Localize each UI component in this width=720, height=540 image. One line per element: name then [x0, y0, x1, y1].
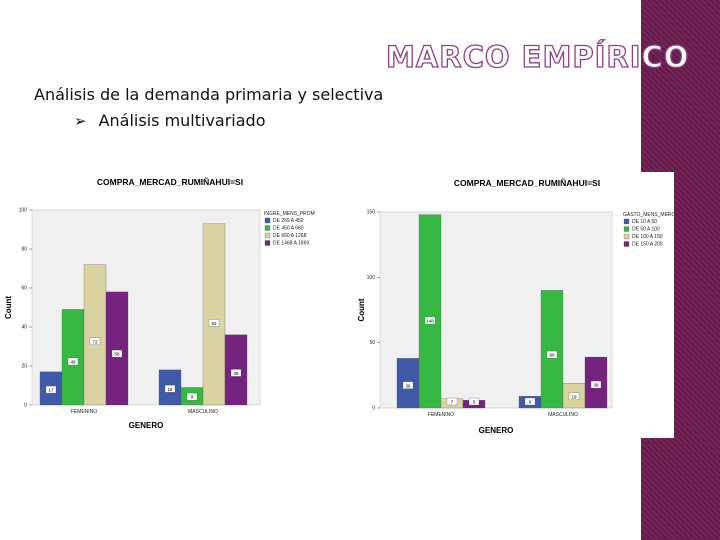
chart-1-data-label-box [89, 337, 101, 345]
chart-2-legend-label: DE 50 A 100 [632, 227, 660, 233]
arrow-bullet-icon: ➢ [74, 112, 87, 130]
slide-subtitle: Análisis de la demanda primaria y select… [34, 85, 384, 104]
chart-2-data-label: 9 [529, 400, 532, 405]
chart-2-data-label: 148 [426, 319, 434, 324]
chart-1-data-label: 36 [233, 371, 239, 376]
chart-2-data-label-box [424, 316, 436, 325]
chart-2-data-label: 90 [549, 353, 555, 358]
chart-1-y-tick-label: 40 [21, 325, 27, 331]
chart-1-y-tick-label: 20 [21, 364, 27, 370]
chart-2-y-axis-label: Count [357, 298, 366, 321]
bullet-text: Análisis multivariado [98, 111, 266, 130]
chart-2-legend-swatch [623, 218, 630, 225]
chart-1-legend-swatch [264, 232, 271, 239]
chart-2-legend-label: DE 150 A 200 [632, 242, 663, 248]
chart-2-title: COMPRA_MERCAD_RUMIÑAHUI=SI [454, 178, 600, 188]
decorative-sidebar [641, 0, 720, 540]
chart-2-x-axis-label: GENERO [479, 426, 514, 435]
chart-1-data-label: 9 [191, 395, 194, 400]
chart-2-data-label: 6 [473, 400, 476, 405]
chart-2-bar [418, 214, 442, 409]
chart-2-x-tick-label: MASCULINO [548, 412, 578, 418]
chart-1-data-label: 49 [70, 360, 76, 365]
chart-1-y-axis-label: Count [4, 296, 13, 319]
chart-1-data-label-box [164, 385, 176, 393]
chart-2-y-tick-label: 150 [367, 210, 376, 216]
chart-1-legend-label: DE 660 A 1268 [273, 233, 307, 239]
chart-1-data-label: 18 [167, 387, 173, 392]
chart-2-data-label-box [568, 392, 580, 400]
chart-2-data-label-box [446, 397, 458, 406]
chart-1-x-tick-label: FEMENINO [71, 409, 98, 415]
chart-1-data-label-box [230, 369, 242, 377]
chart-1-y-tick-label: 80 [21, 247, 27, 253]
chart-1-x-axis-label: GENERO [129, 421, 164, 430]
chart-income-by-gender: COMPRA_MERCAD_RUMIÑAHUI=SI 0 20 40 60 80 100 Co… [0, 170, 345, 435]
chart-2-y-tick-label: 50 [369, 340, 375, 346]
chart-1-y-tick-label: 100 [19, 208, 28, 214]
chart-1-legend-swatch [264, 225, 271, 231]
chart-2-data-label-box [590, 380, 602, 389]
chart-1-y-tick-label: 0 [24, 403, 27, 409]
chart-1-bar [83, 264, 107, 406]
chart-2-data-label: 7 [451, 400, 454, 405]
chart-1-data-label-box [186, 392, 198, 401]
chart-2-data-label-box [402, 381, 414, 389]
chart-2-y-tick-label: 100 [367, 275, 376, 281]
chart-2-bar [540, 290, 564, 409]
chart-1-data-label: 72 [92, 339, 98, 344]
chart-2-data-label-box [468, 397, 480, 406]
chart-1-svg: COMPRA_MERCAD_RUMIÑAHUI=SI 0 20 40 60 80 100 Co… [4, 177, 315, 430]
slide-title: MARCO EMPÍRICO [385, 39, 690, 74]
chart-1-bar [202, 223, 226, 406]
chart-2-svg: COMPRA_MERCAD_RUMIÑAHUI=SI 0 50 100 150 Count… [357, 178, 674, 435]
chart-2-data-label: 39 [593, 383, 599, 388]
chart-1-data-label: 58 [114, 352, 120, 357]
chart-2-y-tick-label: 0 [372, 406, 375, 412]
chart-1-y-tick-label: 60 [21, 286, 27, 292]
chart-2-data-label: 19 [571, 394, 577, 399]
chart-2-x-tick-label: FEMENINO [428, 412, 455, 418]
chart-1-data-label: 93 [211, 321, 217, 326]
chart-1-data-label-box [67, 357, 79, 366]
chart-2-legend-swatch [623, 226, 630, 232]
chart-1-data-label-box [45, 385, 57, 394]
chart-2-data-label-box [546, 350, 558, 359]
chart-1-data-label: 17 [48, 388, 54, 393]
chart-1-legend-swatch [264, 240, 271, 246]
chart-1-data-label-box [208, 319, 220, 327]
chart-1-legend-label: DE 450 A 660 [273, 226, 304, 232]
chart-2-legend-label: DE 100 A 150 [632, 234, 663, 240]
chart-spending-by-gender: COMPRA_MERCAD_RUMIÑAHUI=SI 0 50 100 150 Count… [357, 172, 674, 438]
chart-1-legend-swatch [264, 217, 271, 224]
bullet-item: ➢ Análisis multivariado [74, 111, 266, 130]
chart-1-legend-label: DE 1468 A 1869 [273, 241, 309, 247]
chart-2-legend-swatch [623, 241, 630, 247]
chart-1-x-tick-label: MASCULINO [188, 409, 218, 415]
chart-2-legend-swatch [623, 233, 630, 240]
chart-1-title: COMPRA_MERCAD_RUMIÑAHUI=SI [97, 177, 243, 187]
chart-2-legend-title: GASTO_MENS_MERCADO [623, 212, 674, 218]
chart-2-legend-label: DE 10 A 50 [632, 219, 657, 225]
chart-1-bar [61, 309, 85, 406]
chart-1-legend-label: DE 269 A 450 [273, 218, 304, 224]
chart-1-bar [105, 291, 129, 406]
chart-2-data-label: 38 [405, 383, 411, 388]
chart-1-data-label-box [111, 349, 123, 358]
chart-1-legend-title: INGRE_MENS_PROM [264, 211, 315, 217]
chart-2-data-label-box [524, 397, 536, 406]
